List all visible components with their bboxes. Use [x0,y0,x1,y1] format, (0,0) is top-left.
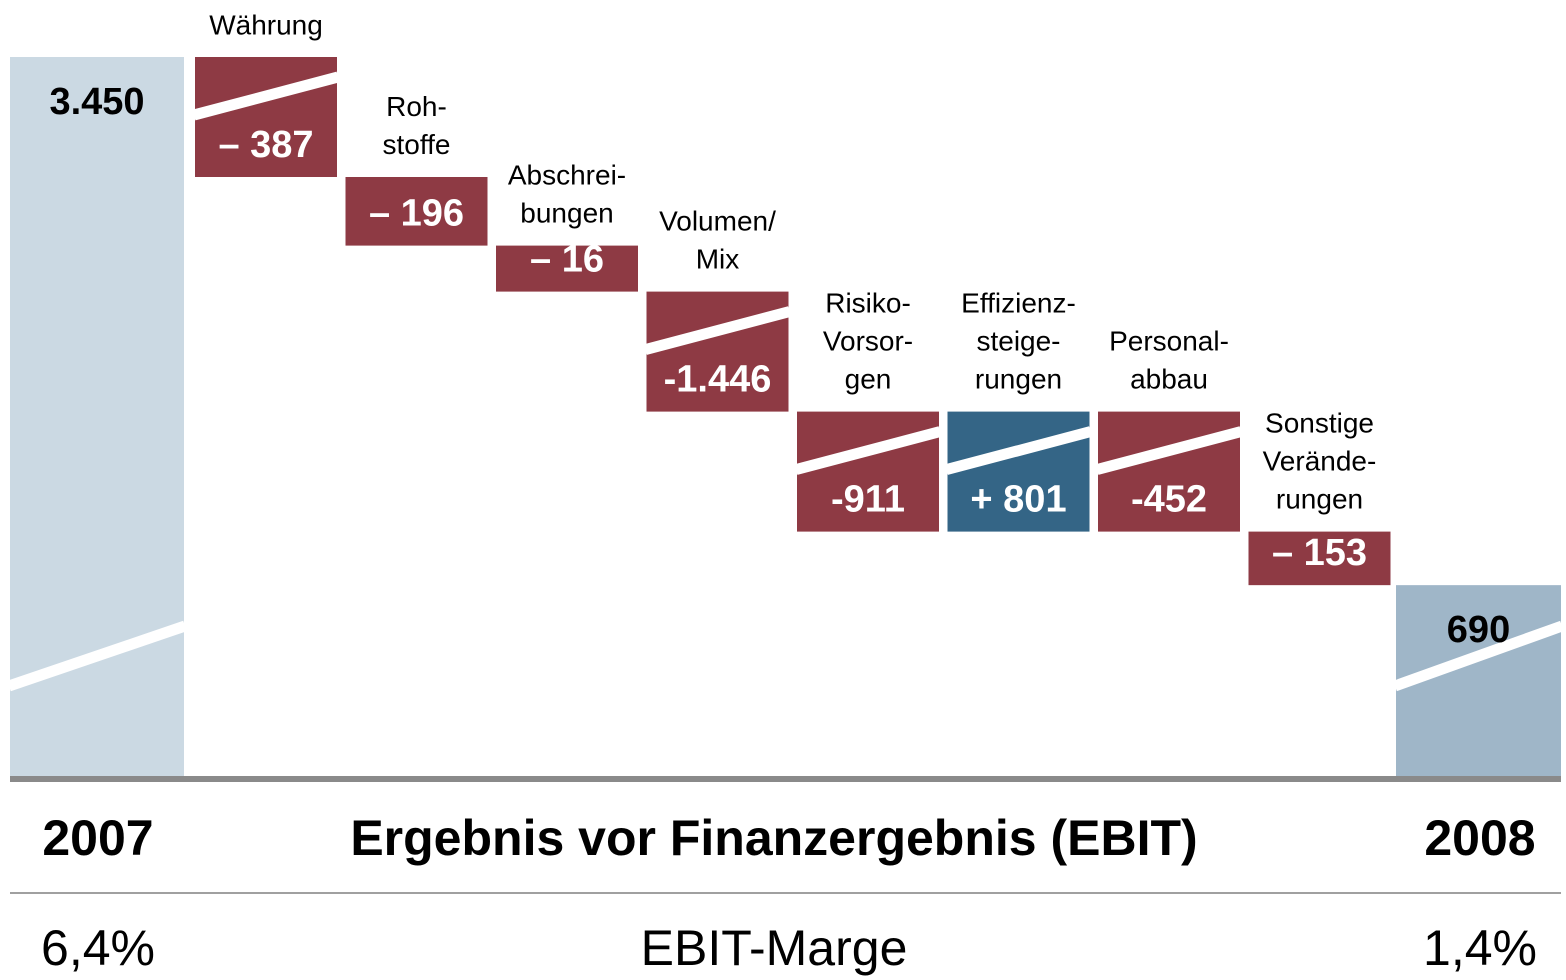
category-label: Personal-abbau [1109,326,1229,395]
bar [797,411,939,532]
value-label: -911 [831,479,905,521]
start-margin: 6,4% [41,920,155,976]
value-label: – 153 [1272,532,1367,574]
category-label: Effizienz-steige-rungen [961,288,1076,395]
category-label: Roh-stoffe [383,91,451,160]
break-mark [945,426,1092,475]
start-year: 2007 [42,810,153,866]
break-mark [1095,426,1243,475]
break-mark [192,71,340,121]
category-label: Abschrei-bungen [508,160,626,229]
value-label: – 16 [530,239,604,281]
value-label: + 801 [970,479,1066,521]
category-label: Volumen/Mix [659,206,776,275]
chart-title: Ergebnis vor Finanzergebnis (EBIT) [350,810,1197,866]
bar [496,245,638,292]
category-label: Währung [209,9,323,40]
value-label: 3.450 [49,81,144,123]
value-label: 690 [1447,609,1510,651]
category-label: Risiko-Vorsor-gen [823,288,913,395]
bar [947,411,1090,532]
value-label: – 387 [218,124,313,166]
break-mark [644,306,791,355]
break-mark [794,426,942,475]
category-label: Sonstige Verände-rungen [1263,408,1377,515]
end-margin: 1,4% [1423,920,1537,976]
bar [1248,531,1391,586]
value-label: -1.446 [664,359,772,401]
value-label: – 196 [369,193,464,235]
bar [1098,411,1240,532]
bar [345,177,488,246]
break-mark [7,620,187,692]
value-label: -452 [1131,479,1207,521]
end-year: 2008 [1424,810,1535,866]
break-mark [1393,620,1564,692]
subtitle: EBIT-Marge [641,920,908,976]
bar [646,291,789,412]
bar [195,57,337,177]
bar [10,57,184,776]
